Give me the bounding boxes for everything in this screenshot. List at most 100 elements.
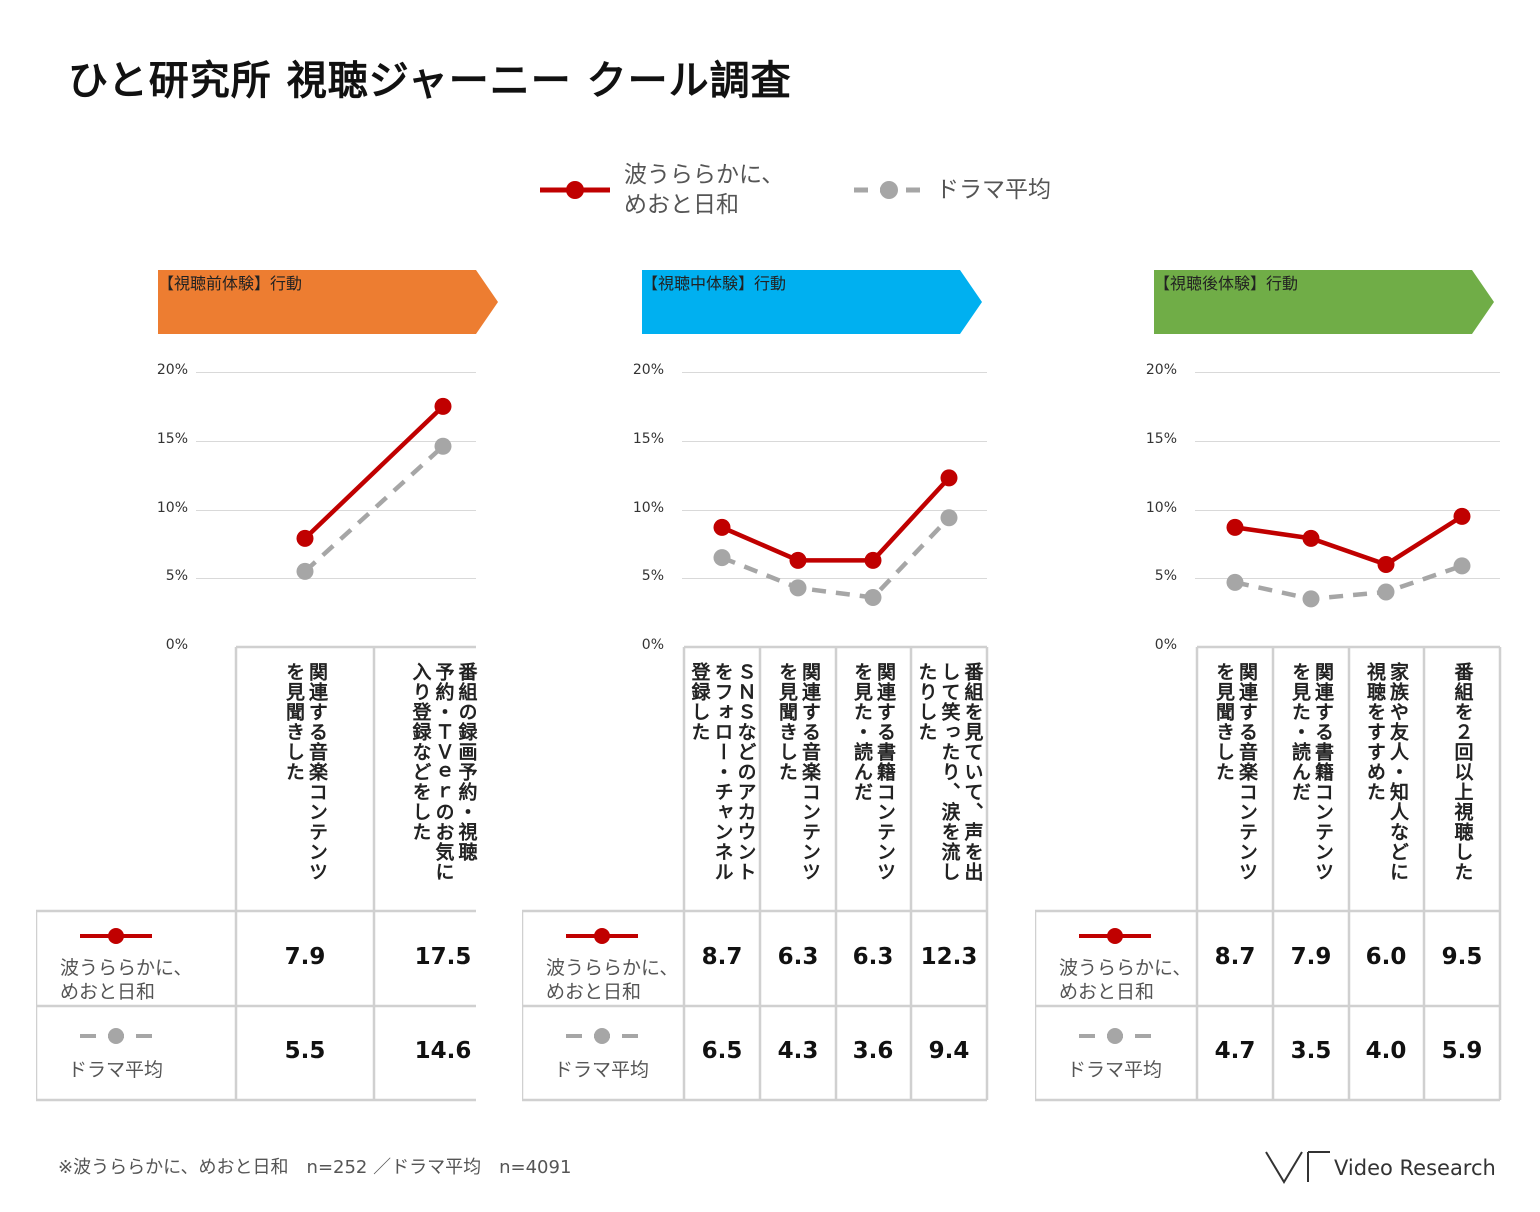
- panel-pre: 【視聴前体験】行動 20% 15% 10% 5% 0% 関連する音楽コンテンツ を見聞きした…: [36, 270, 498, 1110]
- cell-value-series-a: 8.7: [701, 944, 743, 970]
- series-b-point: [1302, 590, 1320, 608]
- gridline: [682, 578, 987, 580]
- y-tick-label: 0%: [165, 637, 188, 653]
- panel-post: 【視聴後体験】行動 20% 15% 10% 5% 0% 関連する音楽コンテンツ を見聞きした…: [1035, 270, 1502, 1110]
- banner-shape: [642, 270, 982, 334]
- row-label-series-a: 波うららかに、 めおと日和: [60, 957, 193, 1003]
- cell-value-series-b: 6.5: [701, 1038, 743, 1064]
- legend: 波うららかに、 めおと日和 ドラマ平均: [0, 158, 1540, 228]
- row-label-series-b: ドラマ平均: [554, 1059, 650, 1081]
- cell-value-series-b: 5.9: [1441, 1038, 1483, 1064]
- gridline: [196, 440, 476, 442]
- cell-value-series-b: 4.7: [1214, 1038, 1256, 1064]
- row-label-series-a: 波うららかに、 めおと日和: [546, 957, 679, 1003]
- data-table-grid: [36, 645, 476, 1102]
- banner-shape: [158, 270, 498, 334]
- row-series-b-icon: [1079, 1028, 1151, 1044]
- category-label: 番組を見ていて、声を出 して笑ったり、涙を流し たりした: [915, 662, 984, 882]
- series-a-point: [1302, 529, 1320, 547]
- series-a-line: [303, 404, 445, 541]
- legend-series-a-icon: [540, 181, 610, 199]
- brand-logo: Video Research: [1262, 1148, 1496, 1188]
- cell-value-series-b: 3.6: [852, 1038, 894, 1064]
- category-label: 番組の録画予約・視聴 予約・ＴＶｅｒのお気に 入り登録などをした: [409, 662, 478, 882]
- legend-series-a-marker: [566, 181, 584, 199]
- row-series-b-icon: [80, 1028, 152, 1044]
- cell-value-series-a: 12.3: [920, 944, 978, 970]
- cell-value-series-b: 3.5: [1290, 1038, 1332, 1064]
- category-label: 関連する書籍コンテンツ を見た・読んだ: [851, 662, 896, 882]
- category-label: 関連する書籍コンテンツ を見た・読んだ: [1289, 662, 1334, 882]
- gridline: [1195, 509, 1500, 511]
- series-a-point: [1453, 507, 1471, 525]
- row-series-a-icon: [80, 928, 152, 944]
- banner-title: 【視聴後体験】行動: [1154, 274, 1299, 293]
- series-b-line: [1234, 563, 1463, 602]
- y-tick-label: 15%: [156, 430, 188, 447]
- legend-series-a-label: 波うららかに、 めおと日和: [624, 162, 785, 218]
- series-a-point: [296, 529, 314, 547]
- series-a-point: [434, 397, 452, 415]
- cell-value-series-b: 9.4: [928, 1038, 970, 1064]
- cell-value-series-a: 7.9: [284, 944, 326, 970]
- gridline: [1195, 440, 1500, 442]
- category-label: 番組を２回以上視聴した: [1451, 662, 1474, 882]
- legend-series-b-icon: [854, 181, 924, 199]
- line-chart-during: [713, 469, 958, 606]
- row-series-a-icon: [1079, 928, 1151, 944]
- series-b-line: [303, 444, 445, 574]
- series-b-point: [1377, 583, 1395, 601]
- cell-value-series-a: 6.3: [777, 944, 819, 970]
- y-tick-label: 10%: [156, 499, 188, 516]
- series-b-point: [1226, 573, 1244, 591]
- y-tick-label: 10%: [1145, 499, 1177, 516]
- panel-during: 【視聴中体験】行動 20% 15% 10% 5% 0% ＳＮＳなどのアカウント をフォロー・…: [522, 270, 989, 1110]
- banner-title: 【視聴中体験】行動: [642, 274, 787, 293]
- y-tick-label: 0%: [1154, 637, 1177, 653]
- series-a-point: [864, 551, 882, 569]
- line-chart-pre: [296, 397, 452, 580]
- footnote: ※波うららかに、めおと日和 n=252 ／ドラマ平均 n=4091: [58, 1157, 572, 1178]
- y-tick-label: 20%: [156, 362, 188, 378]
- gridline: [682, 440, 987, 442]
- row-label-series-b: ドラマ平均: [68, 1059, 164, 1081]
- cell-value-series-a: 8.7: [1214, 944, 1256, 970]
- data-table-grid: [522, 645, 989, 1102]
- series-b-point: [864, 589, 882, 606]
- cell-value-series-b: 5.5: [284, 1038, 326, 1064]
- row-series-b-icon: [566, 1028, 638, 1044]
- series-a-point: [940, 469, 958, 487]
- series-b-point: [434, 437, 452, 455]
- cell-value-series-a: 17.5: [414, 944, 472, 970]
- cell-value-series-b: 14.6: [414, 1038, 472, 1064]
- gridline: [1195, 578, 1500, 580]
- series-a-point: [789, 551, 807, 569]
- category-label: 関連する音楽コンテンツ を見聞きした: [283, 662, 328, 882]
- series-b-point: [296, 562, 314, 580]
- cell-value-series-a: 6.0: [1365, 944, 1407, 970]
- series-b-line: [721, 516, 951, 600]
- series-a-point: [1377, 556, 1395, 573]
- gridline: [1195, 372, 1500, 373]
- y-tick-label: 20%: [1145, 362, 1177, 378]
- category-label: 家族や友人・知人などに 視聴をすすめた: [1364, 662, 1409, 882]
- brand-name: Video Research: [1334, 1156, 1496, 1180]
- y-tick-label: 10%: [632, 499, 664, 516]
- y-tick-label: 5%: [641, 568, 664, 585]
- y-tick-label: 5%: [1154, 568, 1177, 585]
- brand-mark-icon: [1265, 1151, 1330, 1184]
- y-tick-label: 0%: [641, 637, 664, 653]
- series-a-point: [713, 518, 731, 536]
- gridline: [682, 509, 987, 511]
- category-label: 関連する音楽コンテンツ を見聞きした: [776, 662, 821, 882]
- series-a-line: [1234, 514, 1464, 567]
- series-b-point: [1453, 557, 1471, 575]
- line-chart-post: [1226, 507, 1471, 608]
- banner-during: [642, 270, 982, 334]
- y-tick-label: 20%: [632, 362, 664, 378]
- cell-value-series-a: 6.3: [852, 944, 894, 970]
- cell-value-series-b: 4.3: [777, 1038, 819, 1064]
- gridline: [196, 578, 476, 580]
- series-b-point: [713, 549, 731, 567]
- gridline: [196, 372, 476, 373]
